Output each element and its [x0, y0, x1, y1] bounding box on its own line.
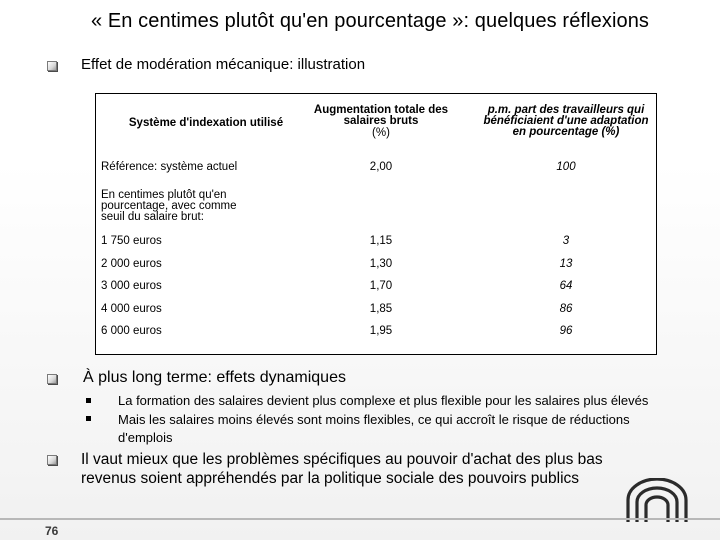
reference-augmentation: 2,00 [369, 161, 393, 173]
sub-item-line2: d'emplois [118, 430, 173, 445]
sub-bullet-icon [86, 398, 91, 403]
section-label-line1: En centimes plutôt qu'en [101, 189, 227, 201]
header-col3-line2: bénéficiaient d'une adaptation [483, 115, 649, 127]
row-part: 86 [559, 303, 573, 315]
row-augmentation: 1,15 [369, 235, 393, 247]
header-col2: Augmentation totale des salaires bruts (… [301, 104, 461, 139]
row-label: 4 000 euros [101, 303, 162, 315]
row-part: 96 [559, 325, 573, 337]
sub-item-line1: Mais les salaires moins élevés sont moin… [118, 412, 630, 427]
row-part: 13 [559, 258, 573, 270]
slide-title: « En centimes plutôt qu'en pourcentage »… [90, 10, 650, 32]
row-augmentation: 1,85 [369, 303, 393, 315]
institution-logo-icon [626, 478, 688, 522]
header-col2-line1: Augmentation totale des [313, 104, 449, 116]
section-label-line3: seuil du salaire brut: [101, 211, 204, 223]
header-col3-line1: p.m. part des travailleurs qui [487, 104, 645, 116]
bullet3-text: Il vaut mieux que les problèmes spécifiq… [81, 450, 681, 488]
header-col2-line3: (%) [372, 127, 390, 139]
row-augmentation: 1,30 [369, 258, 393, 270]
row-augmentation: 1,70 [369, 280, 393, 292]
bullet1-text: Effet de modération mécanique: illustrat… [81, 56, 366, 73]
row-label: 6 000 euros [101, 325, 162, 337]
bullet-square-icon [47, 455, 57, 465]
sub-item: La formation des salaires devient plus c… [118, 393, 649, 408]
row-label: 2 000 euros [101, 258, 162, 270]
footer-divider [0, 518, 720, 520]
row-label: 3 000 euros [101, 280, 162, 292]
row-part: 64 [559, 280, 573, 292]
bullet3-line2: revenus soient appréhendés par la politi… [81, 470, 580, 487]
header-col3-line3: en pourcentage (%) [512, 126, 620, 138]
bullet-square-icon [47, 374, 57, 384]
sub-bullet-icon [86, 416, 91, 421]
header-col1: Système d'indexation utilisé [128, 117, 284, 129]
bullet-square-icon [47, 61, 57, 71]
row-label: 1 750 euros [101, 235, 162, 247]
row-part: 3 [562, 235, 570, 247]
header-col3: p.m. part des travailleurs qui bénéficia… [471, 104, 661, 138]
data-table: Système d'indexation utilisé Augmentatio… [95, 93, 657, 355]
bullet3-line1: Il vaut mieux que les problèmes spécifiq… [81, 451, 603, 468]
bullet2-text: À plus long terme: effets dynamiques [83, 369, 346, 386]
page-number: 76 [45, 524, 59, 538]
header-col2-line2: salaires bruts [343, 115, 419, 127]
section-label: En centimes plutôt qu'en pourcentage, av… [101, 189, 237, 223]
reference-label: Référence: système actuel [101, 161, 238, 173]
sub-item: Mais les salaires moins élevés sont moin… [118, 411, 630, 447]
reference-part: 100 [556, 161, 576, 173]
row-augmentation: 1,95 [369, 325, 393, 337]
section-label-line2: pourcentage, avec comme [101, 200, 237, 212]
